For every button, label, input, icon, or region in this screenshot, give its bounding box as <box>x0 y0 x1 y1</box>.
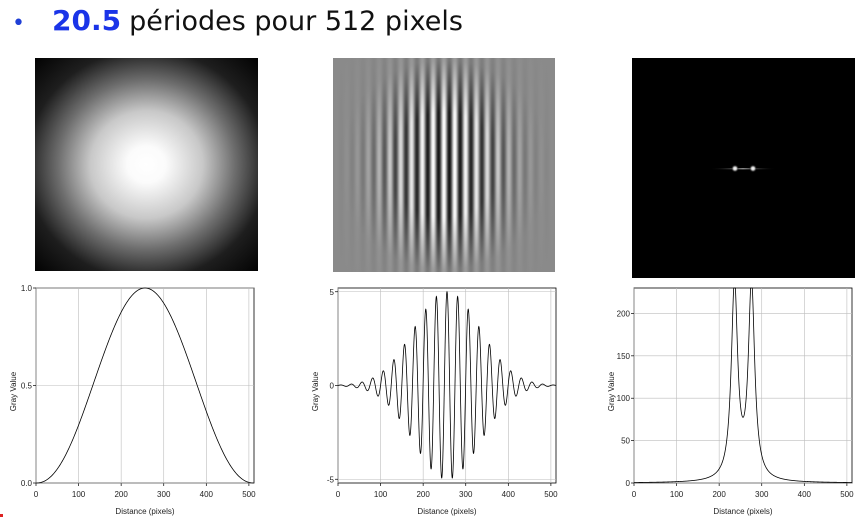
profile-plot-3: 0 100 200 300 400 500 0 50 100 150 200 Distance (pi… <box>600 280 864 520</box>
profile-curve <box>337 290 557 479</box>
gaussian-image-svg <box>35 58 258 271</box>
spectrum-image <box>632 58 855 278</box>
x-tick-label: 300 <box>157 490 171 499</box>
bullet-text: périodes pour 512 pixels <box>129 6 463 37</box>
y-tick-label: 200 <box>617 309 631 318</box>
y-tick-label: 100 <box>617 394 631 403</box>
gaussian-image <box>35 58 258 271</box>
x-tick-label: 200 <box>712 490 726 499</box>
x-tick-label: 100 <box>670 490 684 499</box>
y-tick-label: 0 <box>330 382 335 391</box>
profile-curve <box>634 287 852 483</box>
x-tick-label: 0 <box>336 490 341 499</box>
spectrum-svg <box>632 58 855 278</box>
x-tick-label: 0 <box>34 490 39 499</box>
x-tick-label: 100 <box>72 490 86 499</box>
highlight-number: 20.5 <box>52 4 122 37</box>
y-axis-label: Gray Value <box>9 371 18 411</box>
y-tick-label: 150 <box>617 352 631 361</box>
y-tick-label: 0.5 <box>21 382 33 391</box>
x-axis-label: Distance (pixels) <box>115 507 174 516</box>
y-tick-label: 0 <box>626 479 631 488</box>
x-axis-label: Distance (pixels) <box>713 507 772 516</box>
x-tick-label: 500 <box>242 490 256 499</box>
x-tick-label: 400 <box>798 490 812 499</box>
spectrum-peak-left <box>731 164 739 173</box>
y-tick-label: -5 <box>327 475 335 484</box>
profile-plot-1-svg: 0 100 200 300 400 500 0.0 0.5 1.0 Distance (pixel… <box>9 284 256 516</box>
y-tick-label: 0.0 <box>21 479 33 488</box>
bullet-marker: • <box>12 11 25 36</box>
profile-plot-3-svg: 0 100 200 300 400 500 0 50 100 150 200 Distance (pi… <box>607 287 854 516</box>
stripes-svg <box>333 58 556 272</box>
x-tick-label: 200 <box>416 490 430 499</box>
y-tick-label: 1.0 <box>21 284 33 293</box>
plot-frame <box>633 287 853 484</box>
y-tick-label: 5 <box>330 288 335 297</box>
corner-mark <box>0 514 3 517</box>
x-tick-label: 400 <box>502 490 516 499</box>
y-axis-label: Gray Value <box>607 371 616 411</box>
x-tick-label: 0 <box>632 490 637 499</box>
spectrum-peak-right <box>749 164 757 173</box>
x-tick-label: 100 <box>374 490 388 499</box>
x-tick-label: 300 <box>755 490 769 499</box>
modulated-stripes-image <box>333 58 556 272</box>
x-tick-label: 500 <box>840 490 854 499</box>
profile-curve <box>35 287 255 484</box>
x-axis-label: Distance (pixels) <box>417 507 476 516</box>
profile-plot-1: 0 100 200 300 400 500 0.0 0.5 1.0 Distance (pixel… <box>2 280 266 520</box>
y-tick-label: 50 <box>621 437 630 446</box>
y-axis-label: Gray Value <box>311 371 320 411</box>
x-tick-label: 500 <box>544 490 558 499</box>
x-tick-label: 300 <box>459 490 473 499</box>
slide-bullet-line: • 20.5 périodes pour 512 pixels <box>12 4 463 38</box>
x-tick-label: 400 <box>200 490 214 499</box>
profile-plot-2: 0 100 200 300 400 500 -5 0 5 Distance (pixels) Gra… <box>304 280 568 520</box>
x-tick-label: 200 <box>114 490 128 499</box>
